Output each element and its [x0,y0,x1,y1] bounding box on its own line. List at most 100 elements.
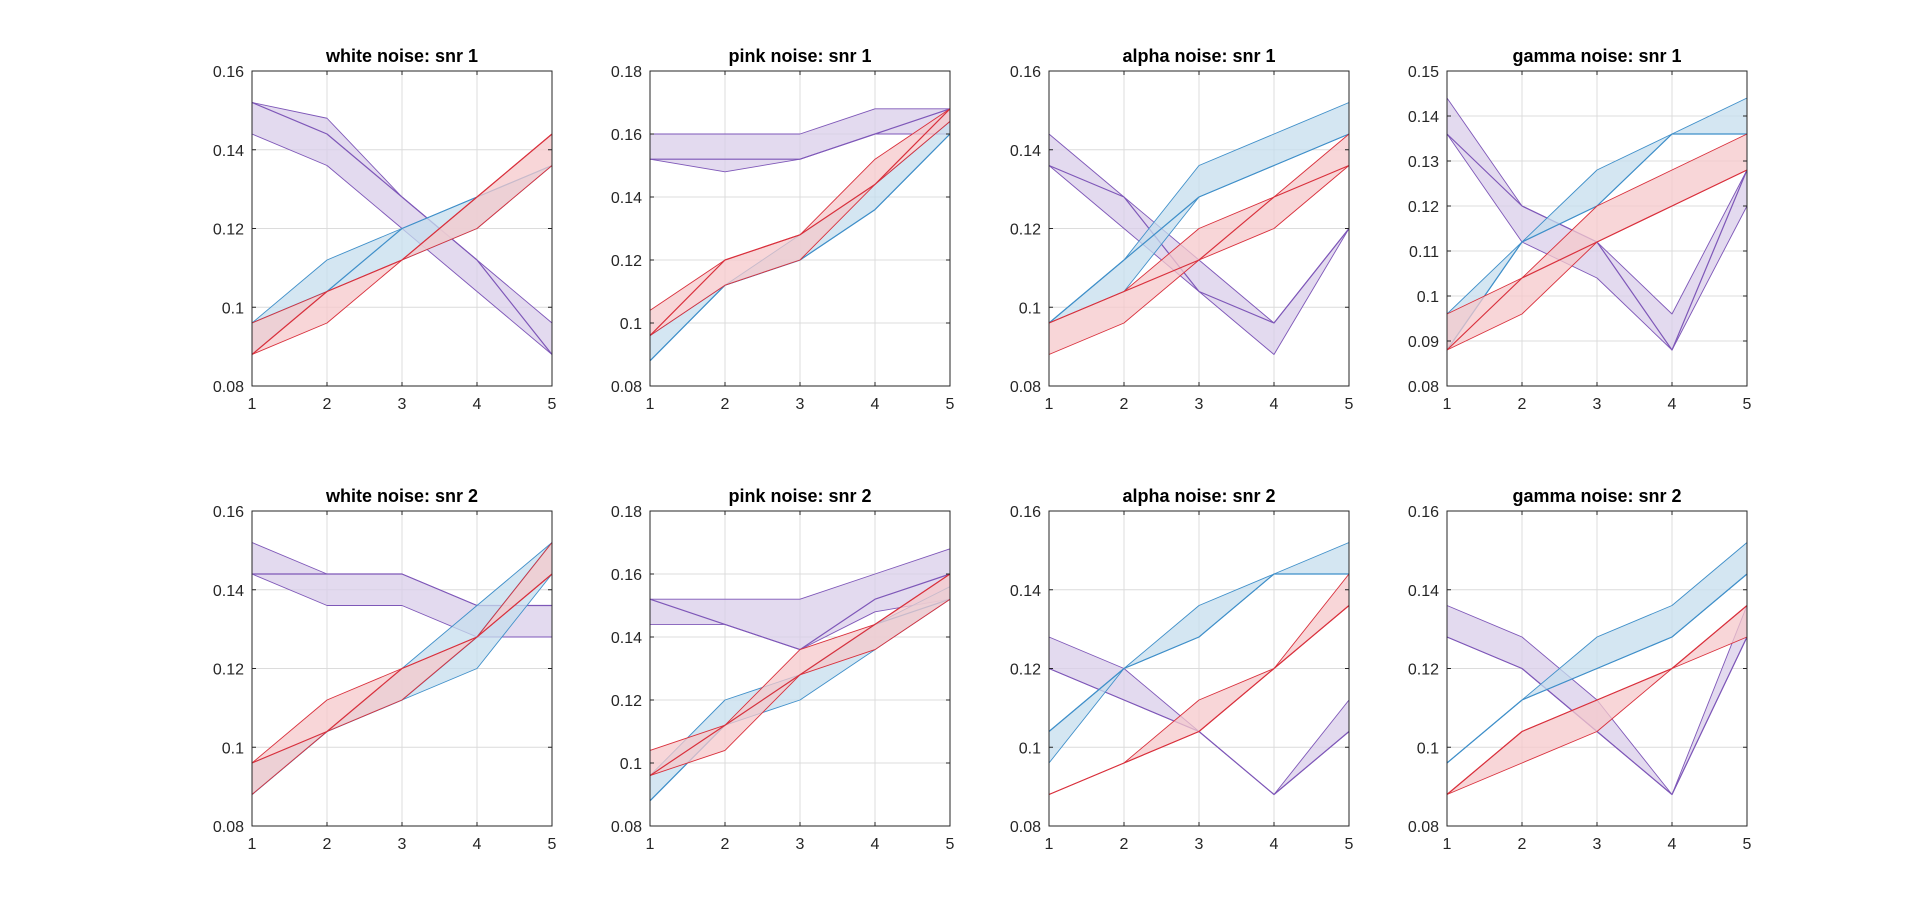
line-blue [1048,133,1350,324]
y-tick-label: 0.1 [1019,300,1041,317]
line-red [1446,169,1748,351]
y-tick-label: 0.18 [611,64,642,81]
y-tick-label: 0.16 [1010,64,1041,81]
y-tick-label: 0.14 [1408,109,1439,126]
x-tick-label: 4 [871,836,880,853]
y-tick-label: 0.14 [1010,143,1041,160]
y-tick-label: 0.16 [611,127,642,144]
y-tick-label: 0.1 [222,300,244,317]
y-tick-label: 0.11 [1409,244,1439,261]
y-tick-label: 0.16 [1010,504,1041,521]
y-tick-label: 0.08 [611,819,642,836]
x-tick-label: 5 [946,836,955,853]
y-tick-label: 0.12 [1010,662,1041,679]
x-tick-label: 2 [721,836,730,853]
y-tick-label: 0.09 [1408,334,1439,351]
chart-panel-8: 1 2 3 4 5 0.08 0.1 0.12 0.14 0.16 gamma noise: snr… [1408,486,1752,853]
line-red [1048,164,1350,324]
y-tick-label: 0.1 [1417,289,1439,306]
chart-title: gamma noise: snr 1 [1512,46,1681,66]
x-tick-label: 5 [548,396,557,413]
chart-panel-1: 1 2 3 4 5 0.08 0.1 0.12 0.14 0.16 white noise: snr… [213,46,557,413]
x-tick-label: 1 [248,836,257,853]
x-tick-label: 4 [871,396,880,413]
y-tick-label: 0.14 [1010,583,1041,600]
chart-title: pink noise: snr 1 [728,46,871,66]
chart-title: alpha noise: snr 2 [1122,486,1275,506]
x-tick-label: 1 [1443,396,1452,413]
x-tick-label: 1 [646,836,655,853]
x-tick-label: 1 [1045,836,1054,853]
chart-panel-2: 1 2 3 4 5 0.08 0.1 0.12 0.14 0.16 0.18 pink noise: … [611,46,955,413]
y-tick-label: 0.08 [1408,819,1439,836]
x-tick-label: 1 [646,396,655,413]
y-tick-label: 0.12 [213,662,244,679]
y-tick-label: 0.14 [213,143,244,160]
y-tick-label: 0.1 [1019,740,1041,757]
x-tick-label: 2 [721,396,730,413]
chart-panel-4: 1 2 3 4 5 0.08 0.09 0.1 0.11 0.12 0.13 0.14 0.15 gamm… [1408,46,1752,413]
y-tick-label: 0.08 [1408,379,1439,396]
y-tick-label: 0.14 [213,583,244,600]
x-tick-label: 5 [1345,836,1354,853]
line-red [251,573,553,764]
chart-title: gamma noise: snr 2 [1512,486,1681,506]
y-tick-label: 0.16 [611,567,642,584]
x-tick-label: 5 [946,396,955,413]
x-tick-label: 3 [398,396,407,413]
y-tick-label: 0.14 [1408,583,1439,600]
line-purple [251,101,553,355]
y-tick-label: 0.18 [611,504,642,521]
y-tick-label: 0.1 [1417,740,1439,757]
x-tick-label: 2 [1120,836,1129,853]
x-tick-label: 2 [1518,396,1527,413]
y-tick-label: 0.1 [620,316,642,333]
chart-title: alpha noise: snr 1 [1122,46,1275,66]
x-tick-label: 4 [1668,836,1677,853]
chart-title: pink noise: snr 2 [728,486,871,506]
line-blue [1446,573,1748,764]
x-tick-label: 5 [548,836,557,853]
y-tick-label: 0.1 [620,756,642,773]
x-tick-label: 3 [796,836,805,853]
y-tick-label: 0.14 [611,630,642,647]
x-tick-label: 3 [398,836,407,853]
chart-title: white noise: snr 1 [325,46,478,66]
y-tick-label: 0.12 [213,222,244,239]
x-tick-label: 4 [1270,396,1279,413]
x-tick-label: 5 [1345,396,1354,413]
x-tick-label: 2 [1120,396,1129,413]
y-tick-label: 0.08 [213,379,244,396]
line-purple [650,108,951,160]
y-tick-label: 0.14 [611,190,642,207]
y-tick-label: 0.08 [213,819,244,836]
y-tick-label: 0.12 [1408,199,1439,216]
x-tick-label: 5 [1743,836,1752,853]
x-tick-label: 1 [1443,836,1452,853]
x-tick-label: 2 [323,396,332,413]
y-tick-label: 0.12 [611,253,642,270]
y-tick-label: 0.08 [611,379,642,396]
x-tick-label: 3 [1195,836,1204,853]
x-tick-label: 3 [1593,396,1602,413]
line-red [649,573,951,777]
x-tick-label: 2 [323,836,332,853]
y-tick-label: 0.08 [1010,379,1041,396]
y-tick-label: 0.13 [1408,154,1439,171]
chart-panel-7: 1 2 3 4 5 0.08 0.1 0.12 0.14 0.16 alpha noise: snr… [1010,486,1354,853]
x-tick-label: 4 [1270,836,1279,853]
x-tick-label: 5 [1743,396,1752,413]
y-tick-label: 0.16 [1408,504,1439,521]
y-tick-label: 0.12 [611,693,642,710]
y-tick-label: 0.1 [222,740,244,757]
y-tick-label: 0.12 [1010,222,1041,239]
x-tick-label: 1 [248,396,257,413]
y-tick-label: 0.08 [1010,819,1041,836]
x-tick-label: 3 [796,396,805,413]
x-tick-label: 3 [1593,836,1602,853]
line-red [1446,605,1748,795]
chart-title: white noise: snr 2 [325,486,478,506]
x-tick-label: 2 [1518,836,1527,853]
chart-panel-6: 1 2 3 4 5 0.08 0.1 0.12 0.14 0.16 0.18 pink noise: … [611,486,955,853]
